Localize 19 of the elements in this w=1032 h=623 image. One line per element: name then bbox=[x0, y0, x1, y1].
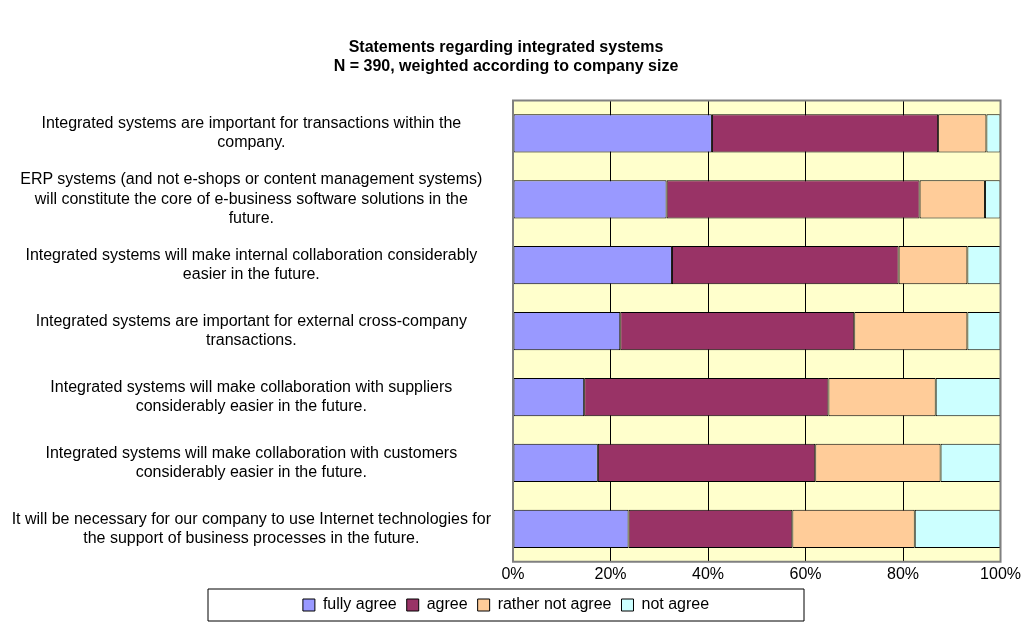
y-tick-label: Integrated systems will make collaboration with customers considerably easier in the future. bbox=[45, 443, 458, 480]
y-tick-label: ERP systems (and not e-shops or content management systems) will constitute the core of e-business software solutions in the future. bbox=[20, 170, 483, 226]
legend-label: rather not agree bbox=[497, 595, 612, 613]
y-tick-label: Integrated systems will make internal collaboration considerably easier in the future. bbox=[25, 245, 478, 283]
x-tick-label: 40% bbox=[692, 564, 725, 582]
y-tick-label: Integrated systems will make collaboration with suppliers considerably easier in the future. bbox=[50, 377, 453, 415]
y-tick-label: Integrated systems are important for transactions within the company. bbox=[41, 114, 462, 151]
x-tick-label: 100% bbox=[980, 564, 1021, 582]
legend-label: agree bbox=[426, 595, 468, 613]
chart-subtitle: N = 390, weighted according to company size bbox=[333, 57, 679, 75]
x-tick-label: 20% bbox=[594, 564, 627, 582]
chart-title: Statements regarding integrated systems bbox=[348, 38, 664, 56]
x-tick-label: 0% bbox=[501, 564, 525, 582]
legend-label: fully agree bbox=[322, 595, 397, 613]
x-tick-label: 80% bbox=[887, 564, 920, 582]
y-tick-label: Integrated systems are important for external cross-company transactions. bbox=[35, 311, 467, 349]
x-tick-label: 60% bbox=[789, 564, 822, 582]
legend-label: not agree bbox=[641, 595, 710, 613]
y-tick-label: It will be necessary for our company to use Internet technologies for the support of business processes in the future. bbox=[11, 509, 492, 546]
